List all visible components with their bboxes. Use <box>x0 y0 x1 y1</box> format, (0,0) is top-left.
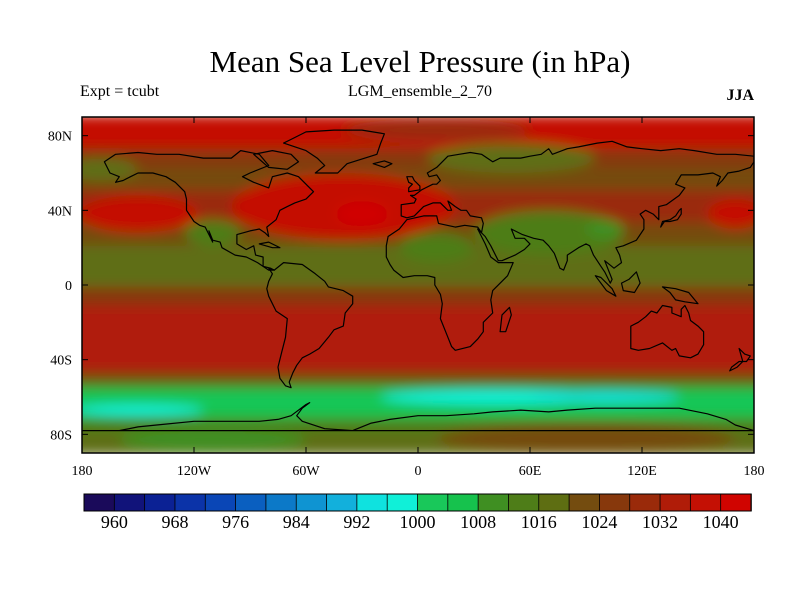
north-america-coast <box>103 150 315 271</box>
colorbar-swatch <box>417 493 449 512</box>
pressure-band <box>82 286 754 310</box>
colorbar-label: 960 <box>101 512 128 532</box>
chart-title: Mean Sea Level Pressure (in hPa) <box>209 44 631 79</box>
pressure-cell <box>586 219 624 239</box>
x-tick-label: 0 <box>415 464 422 479</box>
iceland-coast <box>372 160 393 168</box>
colorbar-swatch <box>83 493 116 512</box>
y-tick-label: 80S <box>50 428 72 443</box>
eurasia-coast <box>400 140 754 284</box>
colorbar-label: 1040 <box>703 512 739 532</box>
x-tick-label: 120E <box>627 464 657 479</box>
colorbar-label: 1008 <box>460 512 496 532</box>
borneo-coast <box>620 271 641 294</box>
antarctica-coast <box>82 402 754 432</box>
colorbar-frame <box>83 493 752 512</box>
new-zealand-south-coast <box>729 360 744 372</box>
madagascar-coast <box>499 306 512 333</box>
colorbar-label: 1000 <box>400 512 436 532</box>
britain-coast <box>406 176 421 193</box>
colorbar-swatch <box>447 493 479 512</box>
pressure-cell <box>707 199 754 229</box>
pressure-cell <box>82 404 204 416</box>
colorbar-label: 992 <box>343 512 370 532</box>
pressure-cell <box>399 232 474 263</box>
africa-coast <box>385 215 514 351</box>
new-guinea-coast <box>661 286 699 305</box>
axis-ticks: 180 120W 60W 0 60E 120E 180 80N 40N 0 40S 80S <box>48 117 765 479</box>
x-tick-label: 180 <box>72 464 93 479</box>
colorbar-swatch <box>113 493 146 512</box>
sumatra-coast <box>594 275 617 297</box>
colorbar-swatch <box>629 493 661 512</box>
pressure-field-smooth <box>82 117 754 453</box>
pressure-cell <box>184 219 241 246</box>
colorbar-label: 976 <box>222 512 249 532</box>
greenland-coast <box>283 129 385 174</box>
colorbar-swatch <box>144 493 176 512</box>
y-tick-label: 0 <box>65 279 72 294</box>
pressure-cell <box>335 201 389 228</box>
pressure-cell <box>380 389 605 405</box>
colorbar-swatch <box>599 493 631 512</box>
colorbar-swatch <box>508 493 540 512</box>
experiment-label: Expt = tcubt <box>80 83 160 100</box>
colorbar-label: 984 <box>283 512 310 532</box>
colorbar-swatch <box>356 493 388 512</box>
south-america-coast <box>266 262 354 389</box>
x-tick-label: 60W <box>292 464 320 479</box>
pressure-cell <box>343 118 530 142</box>
pressure-field <box>82 117 754 453</box>
colorbar-label: 968 <box>161 512 188 532</box>
colorbar-swatch <box>386 493 419 512</box>
colorbar-swatch <box>204 493 237 512</box>
x-tick-label: 180 <box>744 464 765 479</box>
y-tick-label: 80N <box>48 130 72 145</box>
pressure-band <box>82 381 754 392</box>
pressure-cell <box>82 195 198 233</box>
colorbar-swatch <box>689 493 722 512</box>
colorbar-swatch <box>295 493 328 512</box>
colorbar-swatch <box>568 493 601 512</box>
ensemble-label: LGM_ensemble_2_70 <box>348 83 492 100</box>
x-tick-label: 120W <box>177 464 212 479</box>
pressure-cell <box>119 428 306 452</box>
colorbar-swatch <box>477 493 510 512</box>
colorbar-swatch <box>326 493 358 512</box>
pressure-cell <box>530 391 680 403</box>
baffin-coast <box>253 150 300 170</box>
colorbar-swatch <box>174 493 207 512</box>
pressure-cell <box>436 423 736 453</box>
colorbar-swatch <box>265 493 298 512</box>
colorbar-swatch <box>538 493 570 512</box>
colorbar-label: 1016 <box>521 512 557 532</box>
colorbar: 960 968 976 984 992 1000 1008 1016 1024 1032 1040 <box>83 493 752 532</box>
australia-coast <box>630 304 705 359</box>
japan-coast <box>660 207 682 228</box>
colorbar-swatch <box>235 493 267 512</box>
pressure-cell <box>82 158 138 181</box>
x-tick-label: 60E <box>519 464 542 479</box>
cuba-coast <box>258 241 281 249</box>
coastlines <box>82 129 754 432</box>
season-label: JJA <box>726 87 754 104</box>
colorbar-swatch <box>720 493 752 512</box>
y-tick-label: 40S <box>50 354 72 369</box>
pressure-band <box>82 305 754 377</box>
new-zealand-coast <box>738 347 751 363</box>
colorbar-label: 1024 <box>581 512 617 532</box>
colorbar-swatch <box>659 493 692 512</box>
colorbar-label: 1032 <box>642 512 678 532</box>
y-tick-label: 40N <box>48 204 72 219</box>
